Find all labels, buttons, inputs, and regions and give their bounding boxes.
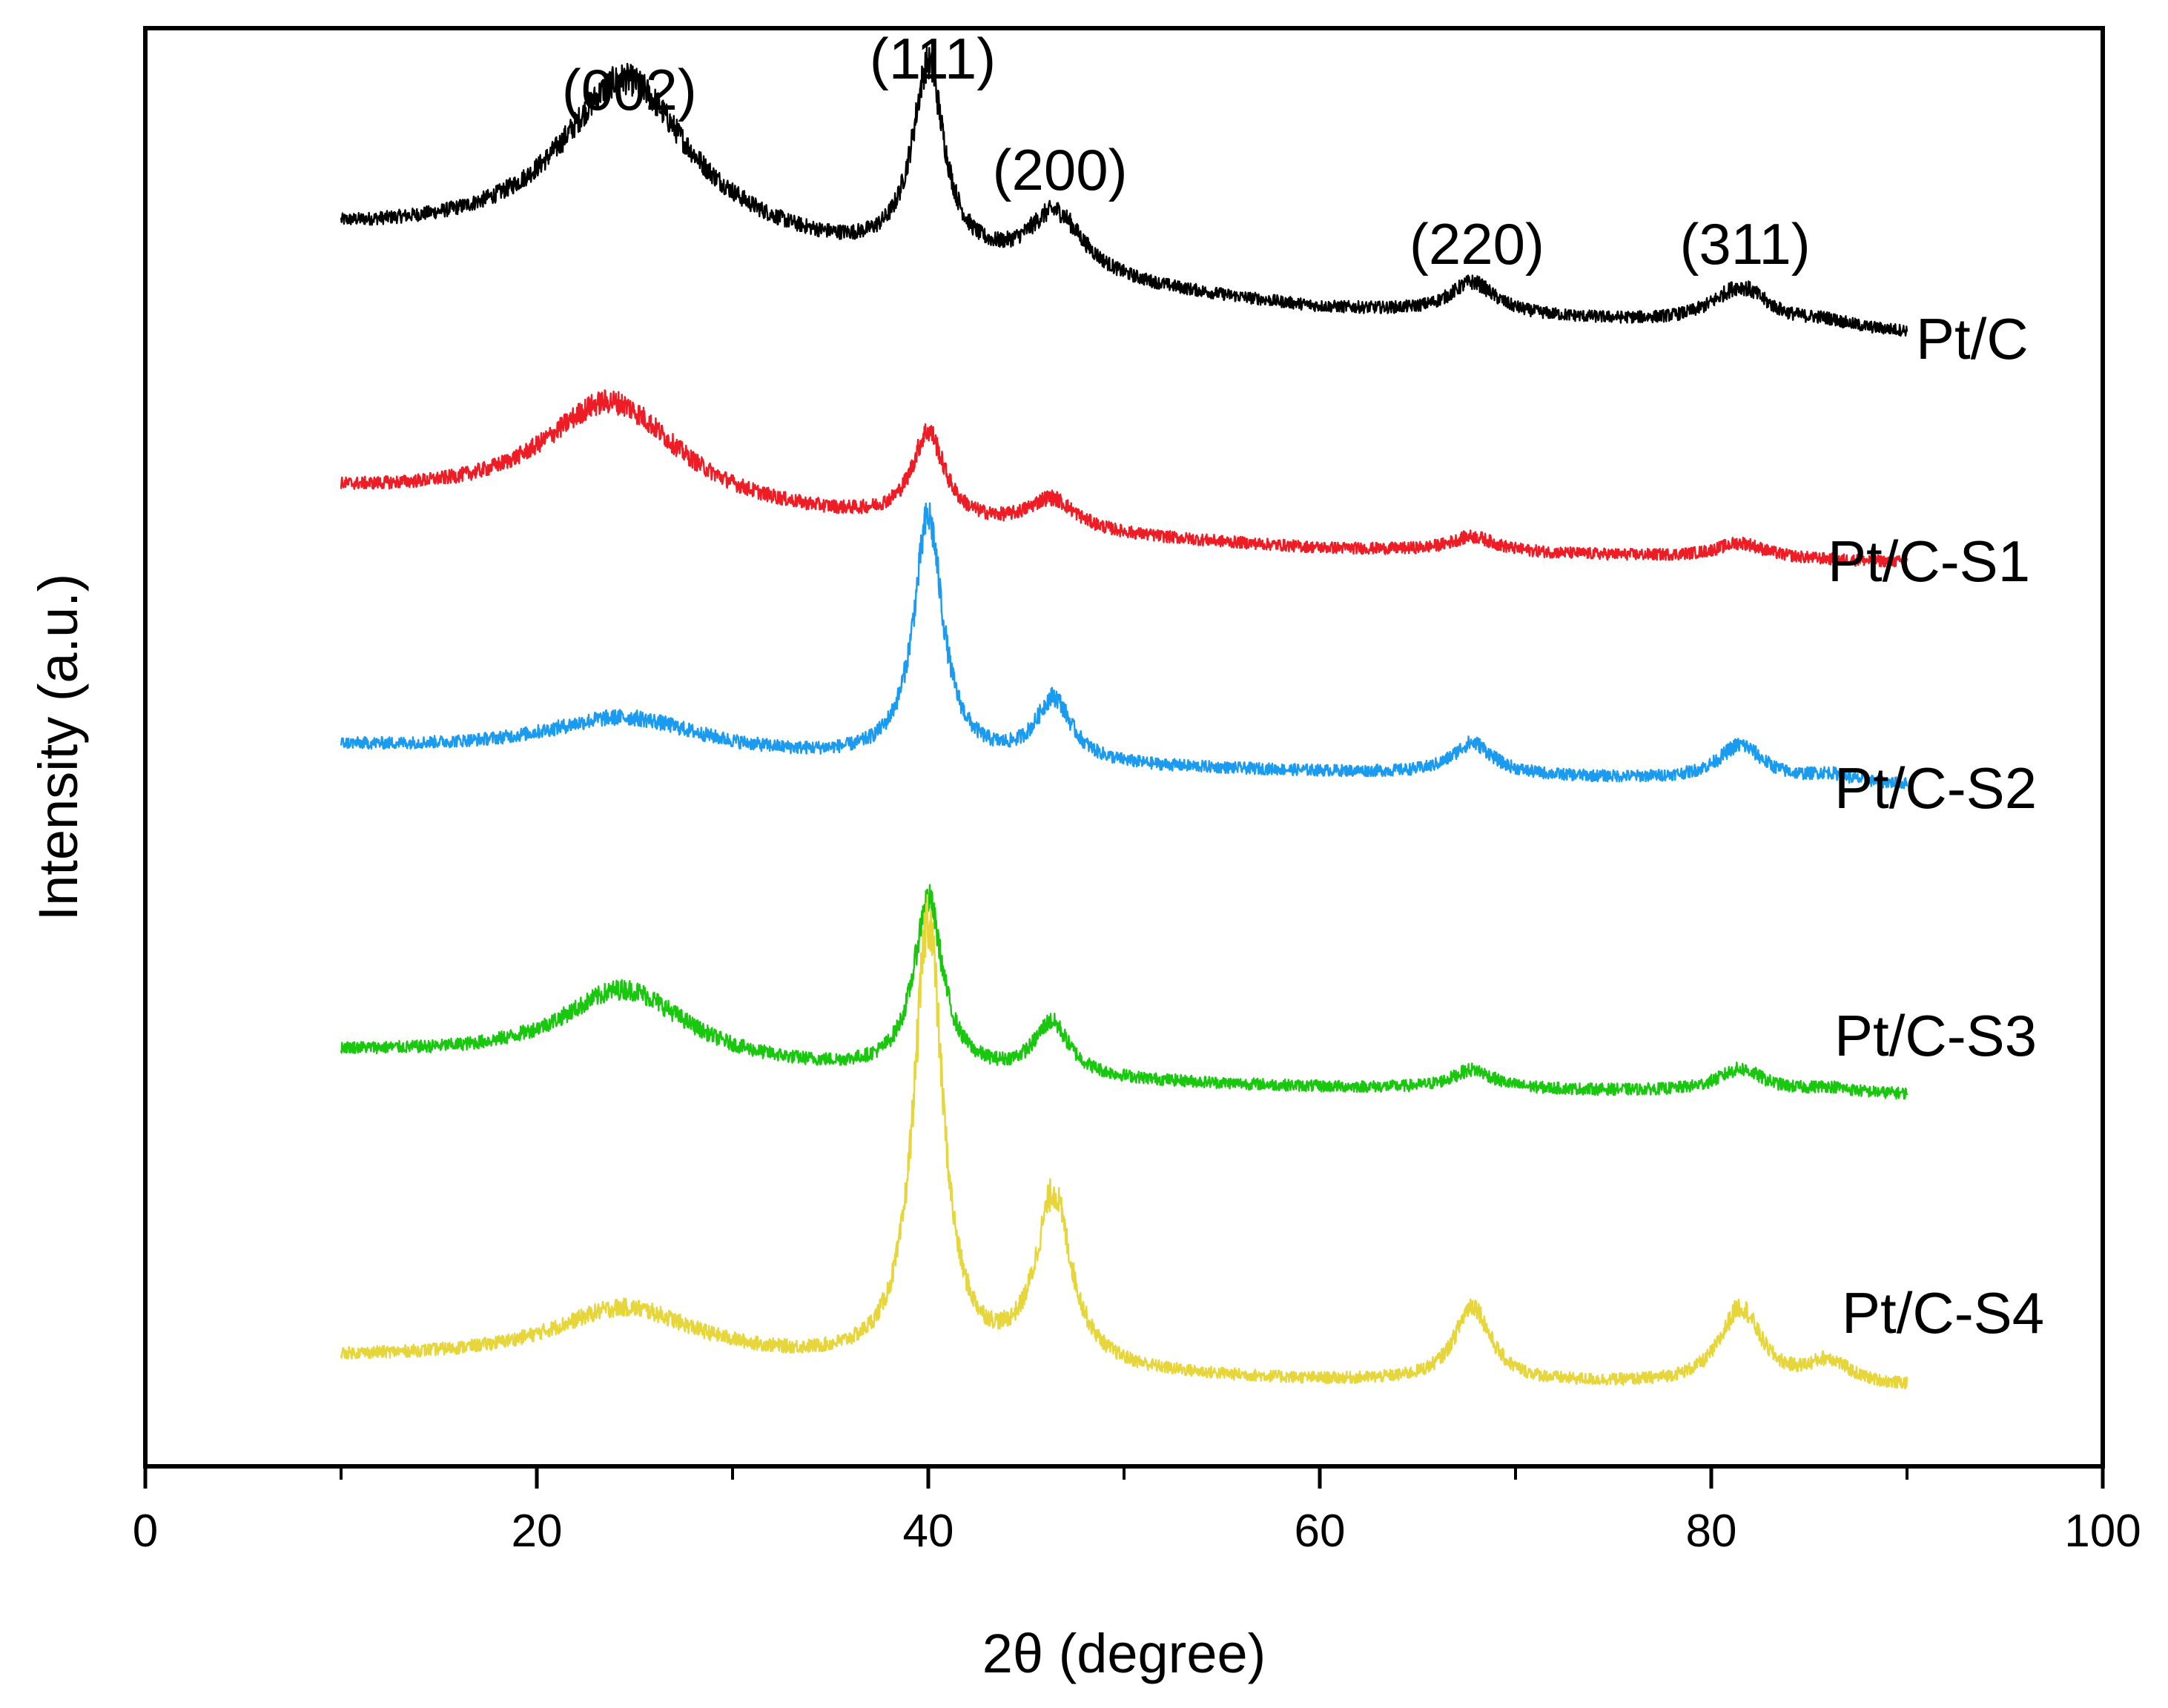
series-labels: Pt/C Pt/C-S1 Pt/C-S2 Pt/C-S3 Pt/C-S4 xyxy=(1828,306,2044,1345)
x-axis-ticks: 0 20 40 60 80 100 xyxy=(133,1466,2141,1557)
x-tick-label: 60 xyxy=(1295,1506,1346,1557)
y-axis-title: Intensity (a.u.) xyxy=(27,574,89,921)
series-label: Pt/C-S1 xyxy=(1828,529,2030,594)
peak-label: (002) xyxy=(562,57,697,122)
x-tick-label: 100 xyxy=(2064,1506,2141,1557)
peak-label: (111) xyxy=(870,26,997,91)
x-tick-label: 0 xyxy=(133,1506,158,1557)
x-tick-label: 80 xyxy=(1686,1506,1737,1557)
series-label: Pt/C-S2 xyxy=(1834,755,2037,821)
x-axis-title: 2θ (degree) xyxy=(982,1623,1266,1684)
series-line-5 xyxy=(340,894,1908,1390)
series-line-3 xyxy=(340,502,1908,790)
series-line-4 xyxy=(340,884,1908,1100)
peak-label: (220) xyxy=(1409,211,1544,277)
series-line-2 xyxy=(340,389,1908,568)
series-label: Pt/C xyxy=(1916,306,2029,371)
x-tick-label: 20 xyxy=(512,1506,563,1557)
peak-label: (311) xyxy=(1679,211,1810,277)
x-tick-label: 40 xyxy=(903,1506,954,1557)
peak-label: (200) xyxy=(993,137,1128,202)
series-label: Pt/C-S4 xyxy=(1842,1280,2044,1345)
traces-layer xyxy=(340,45,1908,1390)
series-label: Pt/C-S3 xyxy=(1834,1003,2037,1068)
series-line-1 xyxy=(340,45,1908,337)
peak-labels: (002) (111) (200) (220) (311) xyxy=(562,26,1811,277)
